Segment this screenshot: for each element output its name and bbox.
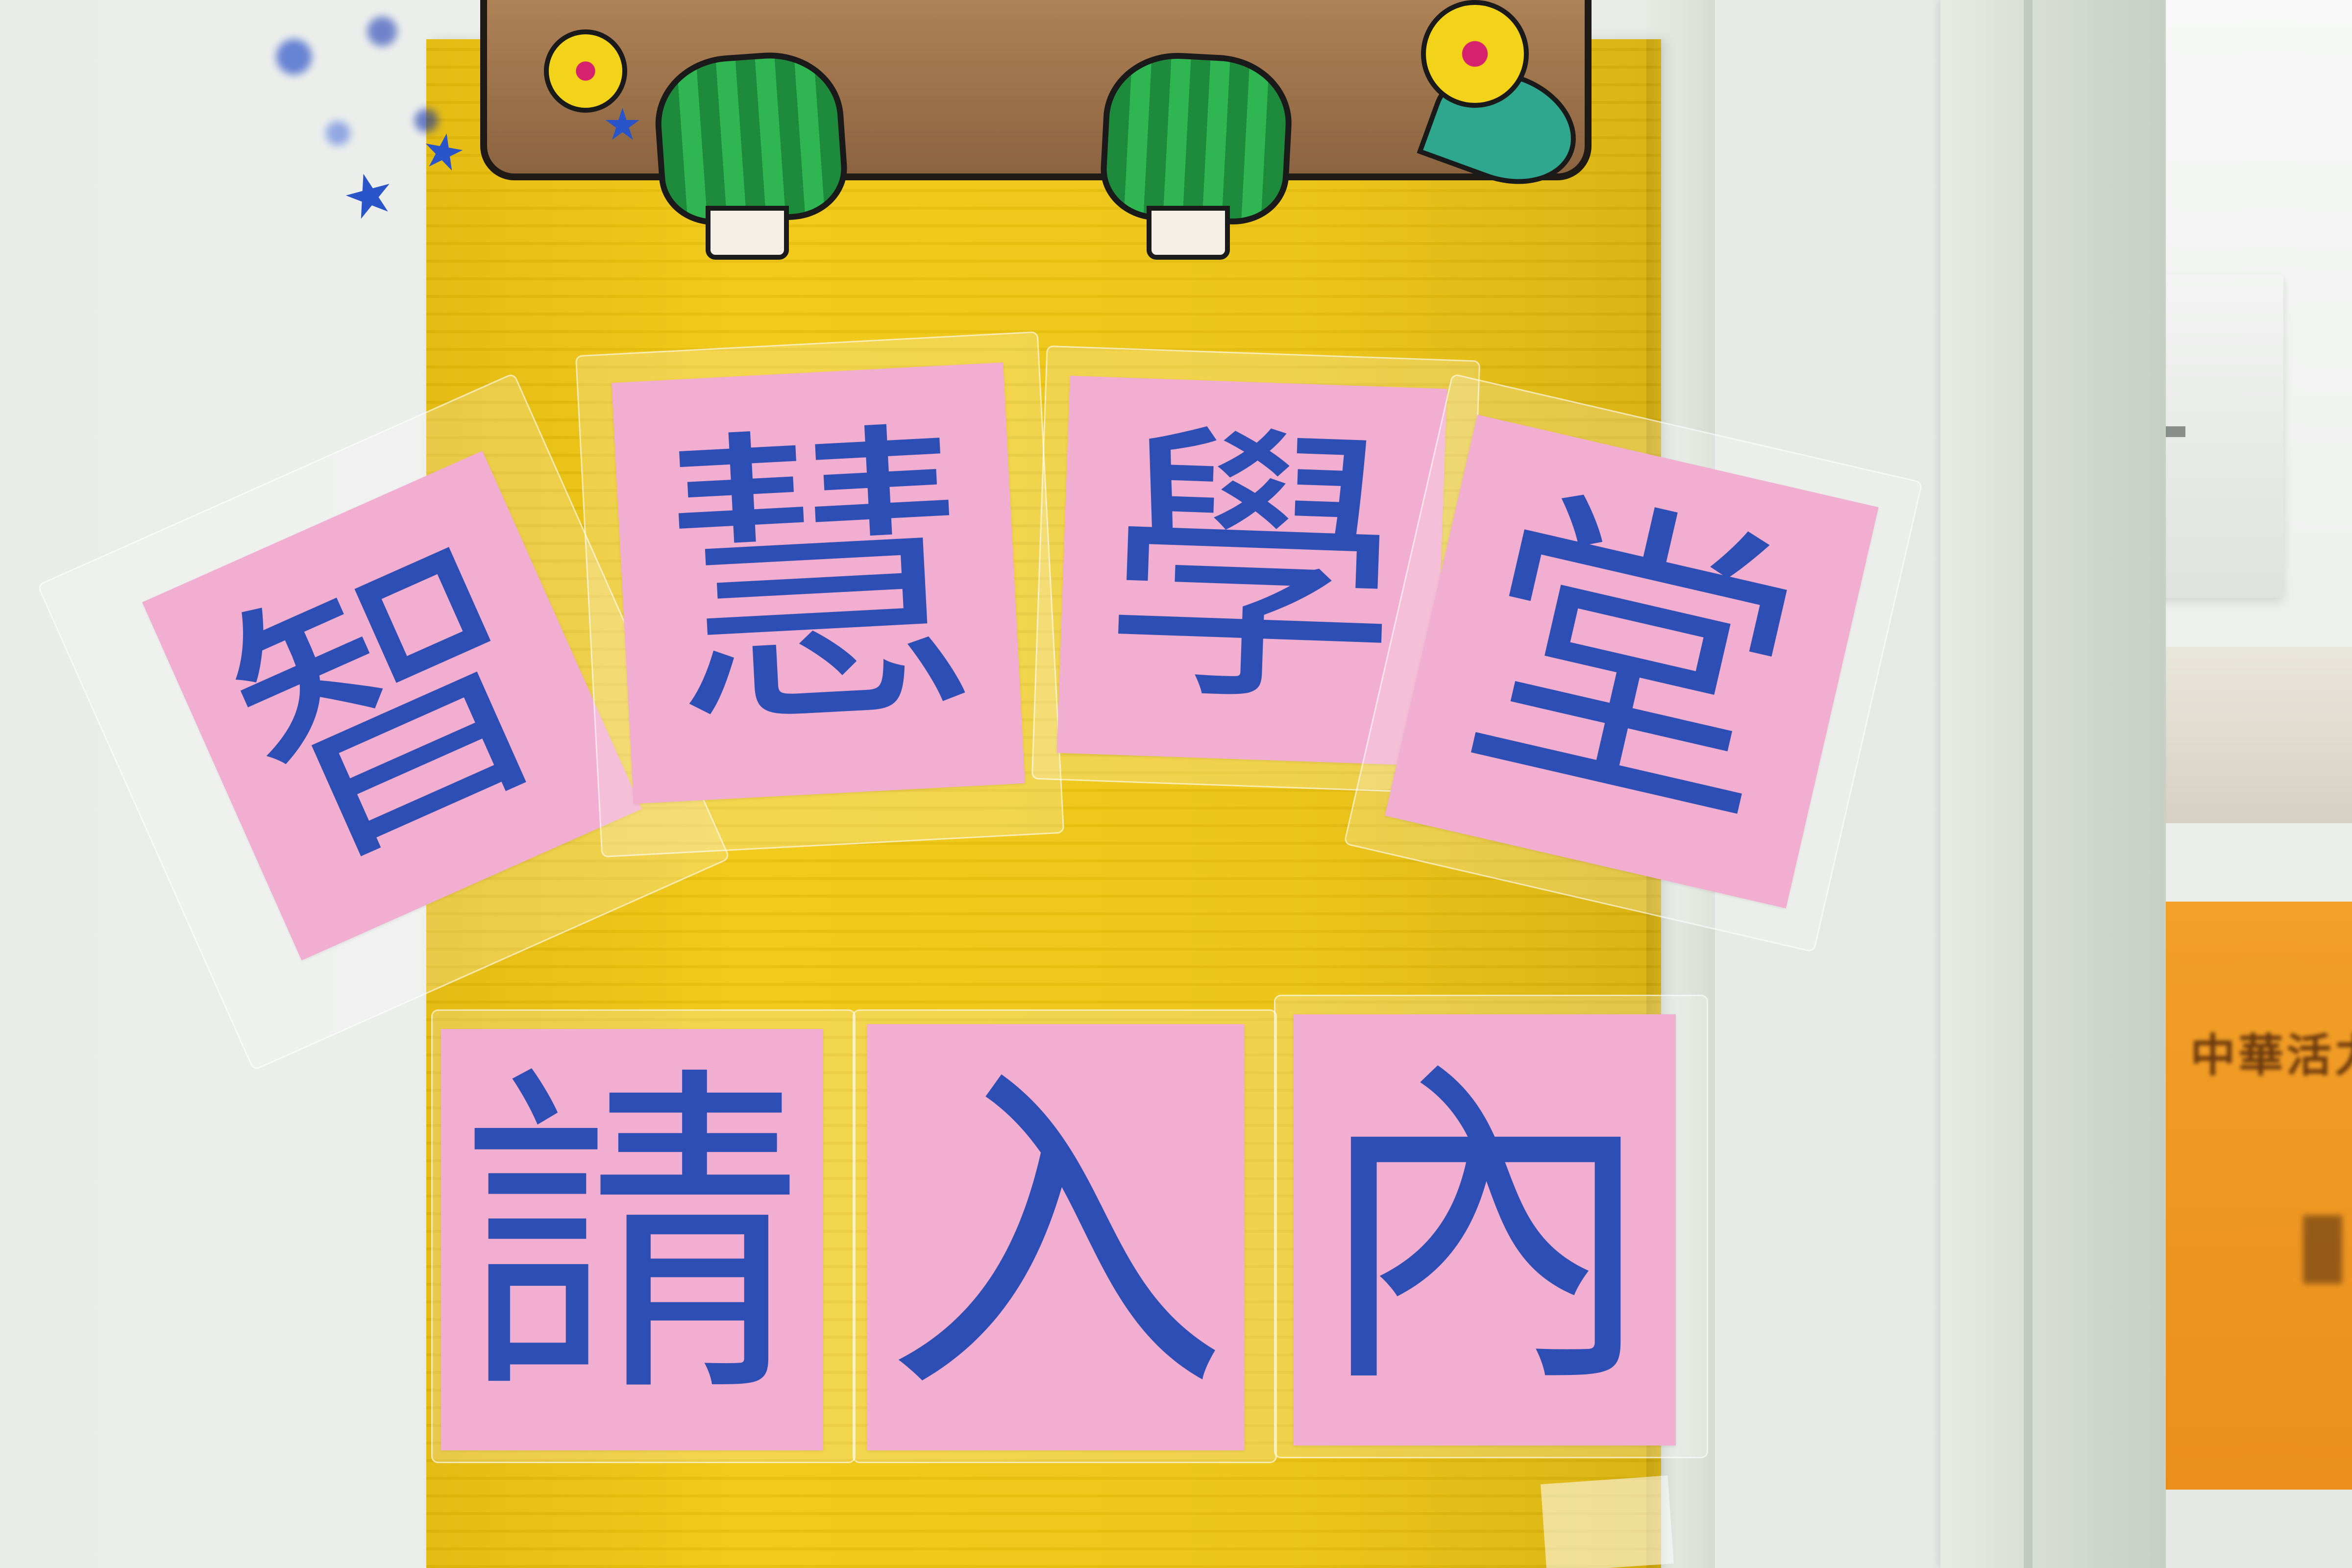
- sign-card-6: 入: [867, 1024, 1245, 1450]
- sign-character-3: 學: [1099, 394, 1405, 747]
- blue-tinsel: [206, 0, 500, 235]
- orange-sign-text: 中華活力: [2190, 1029, 2352, 1082]
- sign-character-6: 入: [884, 1037, 1227, 1437]
- small-flower: [544, 29, 627, 113]
- sign-character-5: 請: [461, 1040, 804, 1439]
- orange-sign-subtext: [2303, 1215, 2342, 1284]
- sign-card-7: 內: [1294, 1014, 1676, 1446]
- dancer-left-legs: [706, 206, 789, 260]
- sign-character-2: 慧: [652, 392, 985, 774]
- star-decoration-3: ★: [603, 99, 642, 150]
- sign-card-5: 請: [441, 1029, 823, 1450]
- sign-card-2: 慧: [612, 362, 1025, 804]
- sign-character-7: 內: [1313, 1030, 1656, 1429]
- dancer-right-legs: [1147, 206, 1230, 260]
- ceiling-beam: [2146, 647, 2352, 823]
- dancer-left-skirt: [651, 48, 851, 229]
- sign-character-1: 智: [188, 489, 596, 922]
- door-frame-post: [1940, 0, 2166, 1568]
- star-decoration-2: ★: [416, 120, 470, 184]
- tape-piece: [1541, 1475, 1674, 1568]
- hibiscus-flower: [1421, 0, 1529, 108]
- sign-character-4: 堂: [1438, 448, 1826, 875]
- dancer-right-skirt: [1098, 49, 1295, 227]
- door-frame-groove: [2024, 0, 2033, 1568]
- orange-wall-sign: [2156, 902, 2352, 1490]
